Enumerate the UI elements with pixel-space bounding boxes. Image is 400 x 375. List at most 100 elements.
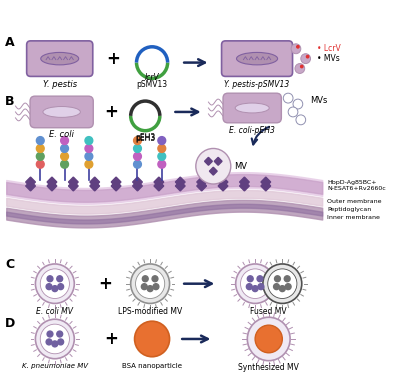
Polygon shape: [218, 177, 228, 187]
Text: HbpD-Ag85BC+: HbpD-Ag85BC+: [327, 180, 376, 184]
Polygon shape: [240, 181, 249, 191]
Circle shape: [47, 331, 53, 337]
Circle shape: [296, 115, 306, 125]
Circle shape: [247, 276, 253, 282]
Circle shape: [133, 103, 158, 129]
Text: pEH3: pEH3: [135, 132, 155, 141]
Circle shape: [268, 269, 297, 298]
Circle shape: [301, 65, 303, 68]
Polygon shape: [68, 181, 78, 191]
Polygon shape: [133, 181, 142, 191]
Circle shape: [47, 276, 53, 282]
Polygon shape: [197, 177, 206, 187]
Circle shape: [46, 284, 52, 290]
Circle shape: [158, 152, 166, 160]
Circle shape: [85, 136, 93, 144]
Text: Fused MV: Fused MV: [250, 308, 287, 316]
Text: N-ESAT6+Rv2660c: N-ESAT6+Rv2660c: [327, 186, 386, 191]
Circle shape: [36, 152, 44, 160]
Ellipse shape: [41, 53, 79, 65]
Circle shape: [136, 269, 165, 298]
Circle shape: [58, 339, 64, 345]
Circle shape: [36, 160, 44, 168]
Circle shape: [246, 284, 252, 290]
Circle shape: [240, 269, 270, 298]
Polygon shape: [47, 177, 57, 187]
Circle shape: [147, 286, 153, 292]
Circle shape: [85, 152, 93, 160]
Text: LPS-modified MV: LPS-modified MV: [118, 308, 182, 316]
Text: D: D: [5, 317, 16, 330]
Polygon shape: [210, 167, 217, 175]
Polygon shape: [47, 181, 57, 191]
Polygon shape: [175, 181, 185, 191]
Text: MV: MV: [234, 162, 247, 171]
Circle shape: [36, 264, 74, 303]
Circle shape: [131, 264, 170, 303]
Circle shape: [274, 276, 280, 282]
Circle shape: [36, 144, 44, 152]
Text: A: A: [5, 36, 15, 49]
Text: E. coli-pEH3: E. coli-pEH3: [229, 126, 275, 135]
Circle shape: [85, 144, 93, 152]
Circle shape: [40, 324, 70, 354]
Circle shape: [291, 44, 301, 54]
Text: +: +: [104, 103, 118, 121]
FancyBboxPatch shape: [27, 41, 93, 76]
Circle shape: [258, 284, 264, 290]
Ellipse shape: [236, 53, 278, 65]
Text: lcrV: lcrV: [145, 74, 160, 82]
Ellipse shape: [235, 103, 269, 113]
FancyBboxPatch shape: [222, 41, 292, 76]
Circle shape: [306, 56, 309, 58]
Text: pEH3: pEH3: [135, 134, 155, 142]
Circle shape: [297, 46, 299, 48]
Text: +: +: [104, 330, 118, 348]
Circle shape: [247, 317, 290, 361]
Circle shape: [288, 107, 298, 117]
Text: BSA nanoparticle: BSA nanoparticle: [122, 363, 182, 369]
Polygon shape: [90, 177, 100, 187]
Circle shape: [134, 136, 141, 144]
Circle shape: [263, 264, 302, 303]
Polygon shape: [90, 181, 100, 191]
Polygon shape: [154, 177, 164, 187]
Ellipse shape: [43, 106, 80, 117]
Text: • MVs: • MVs: [317, 54, 340, 63]
Polygon shape: [214, 158, 222, 165]
Circle shape: [138, 49, 166, 76]
Circle shape: [141, 284, 147, 290]
Circle shape: [158, 160, 166, 168]
Circle shape: [280, 286, 285, 292]
Circle shape: [57, 331, 63, 337]
Circle shape: [152, 276, 158, 282]
Text: E. coli: E. coli: [49, 130, 74, 139]
Polygon shape: [154, 181, 164, 191]
Polygon shape: [68, 177, 78, 187]
Polygon shape: [26, 181, 36, 191]
Polygon shape: [111, 177, 121, 187]
Text: B: B: [5, 95, 15, 108]
Circle shape: [196, 148, 231, 184]
Text: E. coli MV: E. coli MV: [36, 308, 73, 316]
Text: • LcrV: • LcrV: [317, 44, 341, 53]
Circle shape: [40, 269, 70, 298]
Circle shape: [52, 341, 58, 347]
Circle shape: [134, 321, 170, 357]
Polygon shape: [197, 181, 206, 191]
Polygon shape: [26, 177, 36, 187]
Circle shape: [61, 152, 68, 160]
Text: Synthesized MV: Synthesized MV: [238, 363, 299, 372]
Circle shape: [255, 325, 282, 353]
Circle shape: [142, 276, 148, 282]
Circle shape: [61, 160, 68, 168]
Circle shape: [57, 276, 63, 282]
Circle shape: [257, 276, 263, 282]
Circle shape: [134, 144, 141, 152]
Polygon shape: [261, 177, 271, 187]
Circle shape: [36, 319, 74, 359]
Text: K. pneumoniae MV: K. pneumoniae MV: [22, 363, 88, 369]
Circle shape: [274, 284, 280, 290]
Circle shape: [134, 160, 141, 168]
Circle shape: [85, 160, 93, 168]
